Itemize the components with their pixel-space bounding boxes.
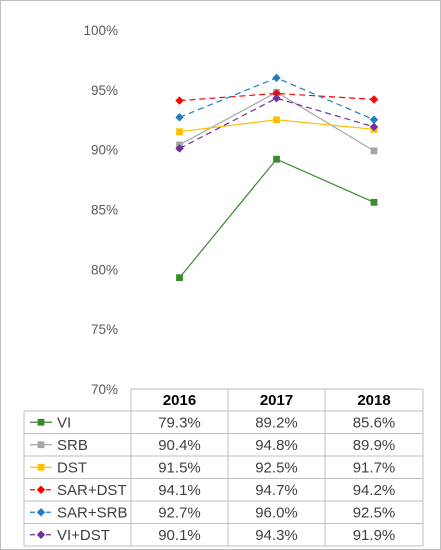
table-cell-value: 91.5% — [158, 459, 201, 476]
data-point — [272, 73, 281, 83]
table-cell-value: 92.5% — [255, 459, 298, 476]
legend-key-marker — [36, 508, 46, 517]
series-name: SAR+DST — [57, 482, 127, 499]
series-vi — [176, 155, 378, 282]
data-point — [176, 128, 183, 136]
legend-key-marker — [36, 530, 46, 539]
data-point — [370, 198, 378, 206]
data-point — [369, 122, 379, 132]
series-name: VI — [57, 414, 71, 431]
series-lines — [175, 73, 379, 282]
series-name: VI+DST — [57, 527, 110, 544]
series-name: DST — [57, 459, 87, 476]
table-row: SAR+SRB 92.7% 96.0% 92.5% — [30, 504, 395, 521]
data-point — [175, 113, 184, 122]
x-category-label: 2018 — [357, 392, 390, 409]
table-cell-value: 94.1% — [158, 482, 201, 499]
y-axis: 70% 75% 80% 85% 90% 95% 100% — [83, 23, 118, 397]
table-cell-value: 91.9% — [353, 527, 396, 544]
series-sar-srb — [175, 73, 379, 124]
table-cell-value: 85.6% — [353, 414, 396, 431]
table-row: VI 79.3% 89.2% 85.6% — [30, 414, 395, 431]
table-cell-value: 94.8% — [255, 437, 298, 454]
table-row: SAR+DST 94.1% 94.7% 94.2% — [30, 482, 395, 499]
table-cell-value: 94.7% — [255, 482, 298, 499]
data-point — [272, 94, 281, 103]
x-category-label: 2016 — [163, 392, 196, 409]
table-cell-value: 89.2% — [255, 414, 298, 431]
data-point — [273, 155, 280, 163]
table-row: DST 91.5% 92.5% 91.7% — [30, 459, 395, 476]
data-point — [175, 144, 184, 153]
table-row: SRB 90.4% 94.8% 89.9% — [30, 437, 395, 454]
y-tick-label: 95% — [91, 83, 118, 98]
data-point — [175, 96, 184, 105]
table-cell-value: 90.4% — [158, 437, 201, 454]
legend-key-marker — [37, 441, 45, 449]
table-cell-value: 94.2% — [353, 482, 396, 499]
y-tick-label: 85% — [91, 203, 118, 218]
data-point — [272, 89, 281, 98]
data-point — [369, 115, 379, 124]
data-point — [273, 116, 280, 124]
legend-key-marker — [37, 418, 45, 426]
table-cell-value: 94.3% — [255, 527, 298, 544]
y-tick-label: 100% — [83, 23, 118, 38]
table-cell-value: 96.0% — [255, 504, 298, 521]
series-vi-dst — [175, 94, 379, 153]
y-tick-label: 70% — [91, 382, 118, 397]
table-cell-value: 92.5% — [353, 504, 396, 521]
table-row: VI+DST 90.1% 94.3% 91.9% — [30, 527, 395, 544]
table-cell-value: 92.7% — [158, 504, 201, 521]
series-sar-dst — [175, 89, 379, 105]
data-point — [370, 147, 378, 155]
table-cell-value: 89.9% — [353, 437, 396, 454]
legend-key-marker — [37, 463, 45, 471]
y-tick-label: 75% — [91, 322, 118, 337]
data-point — [369, 95, 379, 104]
table-cell-value: 91.7% — [353, 459, 396, 476]
series-line — [179, 158, 375, 279]
data-point — [176, 274, 183, 282]
table-cell-value: 79.3% — [158, 414, 201, 431]
series-name: SAR+SRB — [57, 504, 127, 521]
x-category-label: 2017 — [260, 392, 293, 409]
legend-key-marker — [36, 485, 46, 494]
series-line — [179, 92, 375, 102]
series-name: SRB — [57, 437, 88, 454]
y-tick-label: 90% — [91, 143, 118, 158]
data-table: 2016 2017 2018 VI 79.3% 89.2% 85.6% SRB 90.4% 94.… — [23, 388, 424, 547]
y-tick-label: 80% — [91, 262, 118, 277]
table-cell-value: 90.1% — [158, 527, 201, 544]
